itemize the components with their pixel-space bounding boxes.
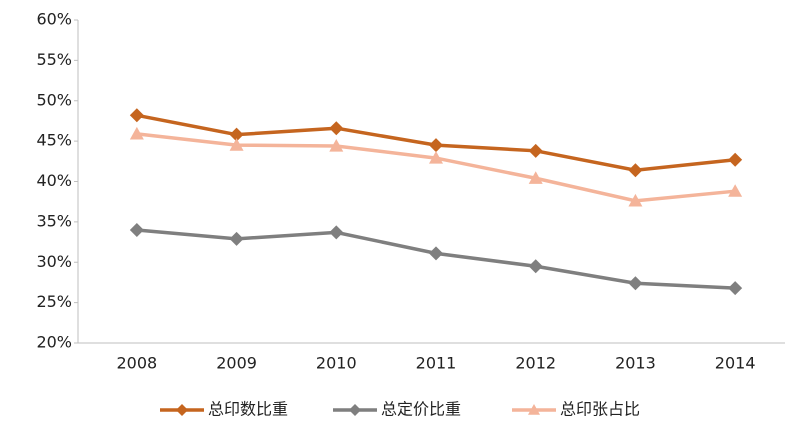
x-tick-label: 2012	[515, 354, 556, 373]
point-marker	[229, 231, 244, 246]
point-marker	[329, 225, 344, 240]
point-marker	[528, 171, 543, 184]
x-tick-label: 2009	[216, 354, 257, 373]
y-tick-label: 45%	[36, 131, 72, 150]
legend-marker	[349, 404, 361, 416]
y-tick-label: 20%	[36, 333, 72, 352]
x-tick-label: 2014	[715, 354, 756, 373]
y-tick-label: 55%	[36, 50, 72, 69]
point-marker	[728, 281, 743, 296]
legend-marker	[176, 404, 188, 416]
legend-label: 总印张占比	[560, 400, 640, 419]
legend-marker	[528, 404, 540, 415]
point-marker	[129, 108, 144, 123]
point-marker	[628, 276, 643, 291]
x-tick-label: 2008	[116, 354, 157, 373]
y-tick-label: 50%	[36, 90, 72, 109]
point-marker	[528, 259, 543, 274]
legend-label: 总定价比重	[381, 400, 461, 419]
y-tick-label: 60%	[36, 10, 72, 29]
y-tick-label: 35%	[36, 211, 72, 230]
point-marker	[429, 138, 443, 153]
y-tick-label: 40%	[36, 171, 72, 190]
point-marker	[129, 222, 144, 237]
point-marker	[528, 143, 543, 158]
point-marker	[628, 163, 643, 178]
y-tick-label: 30%	[36, 252, 72, 271]
point-marker	[628, 193, 643, 207]
point-marker	[229, 138, 244, 151]
y-tick-label: 25%	[36, 292, 72, 311]
legend-label: 总印数比重	[208, 400, 288, 419]
point-marker	[329, 138, 344, 152]
point-marker	[429, 246, 443, 261]
x-tick-label: 2010	[316, 354, 357, 373]
point-marker	[229, 127, 244, 142]
point-marker	[329, 121, 344, 136]
point-marker	[429, 151, 443, 164]
point-marker	[728, 152, 743, 167]
x-tick-label: 2013	[615, 354, 656, 373]
x-tick-label: 2011	[416, 354, 457, 373]
point-marker	[129, 126, 144, 140]
point-marker	[728, 184, 743, 197]
